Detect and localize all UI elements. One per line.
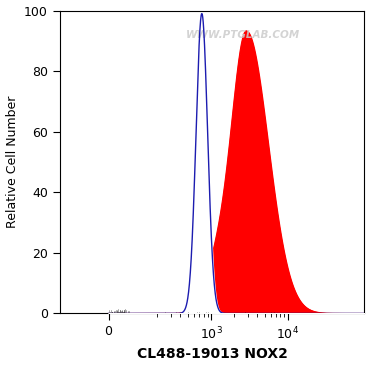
Text: WWW.PTGLAB.COM: WWW.PTGLAB.COM bbox=[185, 30, 300, 40]
Y-axis label: Relative Cell Number: Relative Cell Number bbox=[6, 96, 18, 228]
X-axis label: CL488-19013 NOX2: CL488-19013 NOX2 bbox=[137, 348, 287, 361]
